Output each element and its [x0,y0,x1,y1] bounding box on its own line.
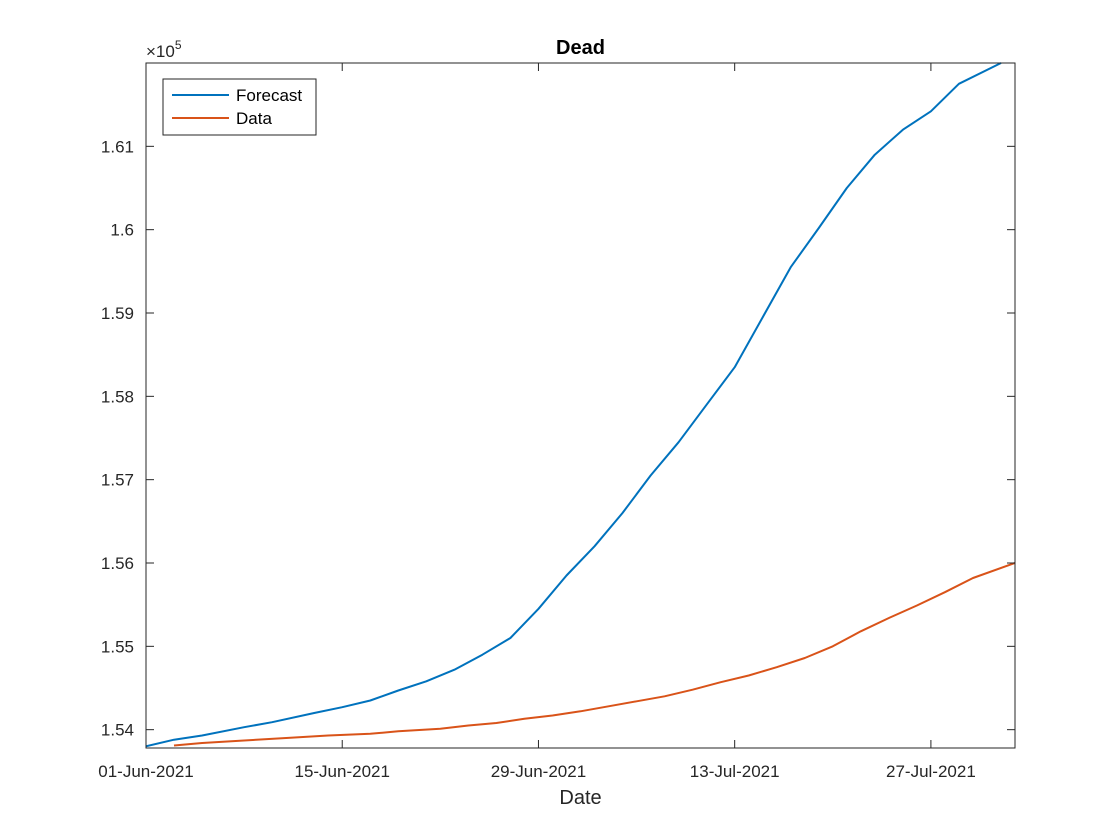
legend: Forecast Data [162,78,317,136]
y-exponent-power: 5 [175,38,182,52]
legend-label-forecast: Forecast [236,86,302,105]
x-axis-label: Date [559,787,601,809]
y-tick-label: 1.54 [101,721,134,740]
legend-label-data: Data [236,109,272,128]
y-tick-label: 1.6 [110,221,134,240]
plot-frame [145,62,1016,749]
y-tick-label: 1.57 [101,471,134,490]
y-tick-label: 1.59 [101,304,134,323]
plot-area [146,63,1015,748]
y-axis-exponent: ×105 [146,38,182,61]
series-line-data [173,562,1015,747]
x-tick-label: 01-Jun-2021 [98,762,193,781]
y-tick-label: 1.61 [101,137,134,156]
legend-box [162,78,317,136]
x-tick-label: 13-Jul-2021 [690,762,780,781]
series-line-forecast [146,62,1002,748]
x-tick-label: 27-Jul-2021 [886,762,976,781]
x-axis-ticks: 01-Jun-2021 15-Jun-2021 29-Jun-2021 13-Jul-… [98,63,976,781]
series-layer [146,62,1015,748]
chart-title: Dead [556,37,605,59]
y-tick-label: 1.58 [101,387,134,406]
y-exponent-base: ×10 [146,42,175,61]
y-tick-label: 1.55 [101,637,134,656]
x-tick-label: 15-Jun-2021 [294,762,389,781]
y-tick-label: 1.56 [101,554,134,573]
x-tick-label: 29-Jun-2021 [491,762,586,781]
y-axis-ticks: 1.54 1.55 1.56 1.57 1.58 1.59 1.6 1.61 [101,137,1015,740]
